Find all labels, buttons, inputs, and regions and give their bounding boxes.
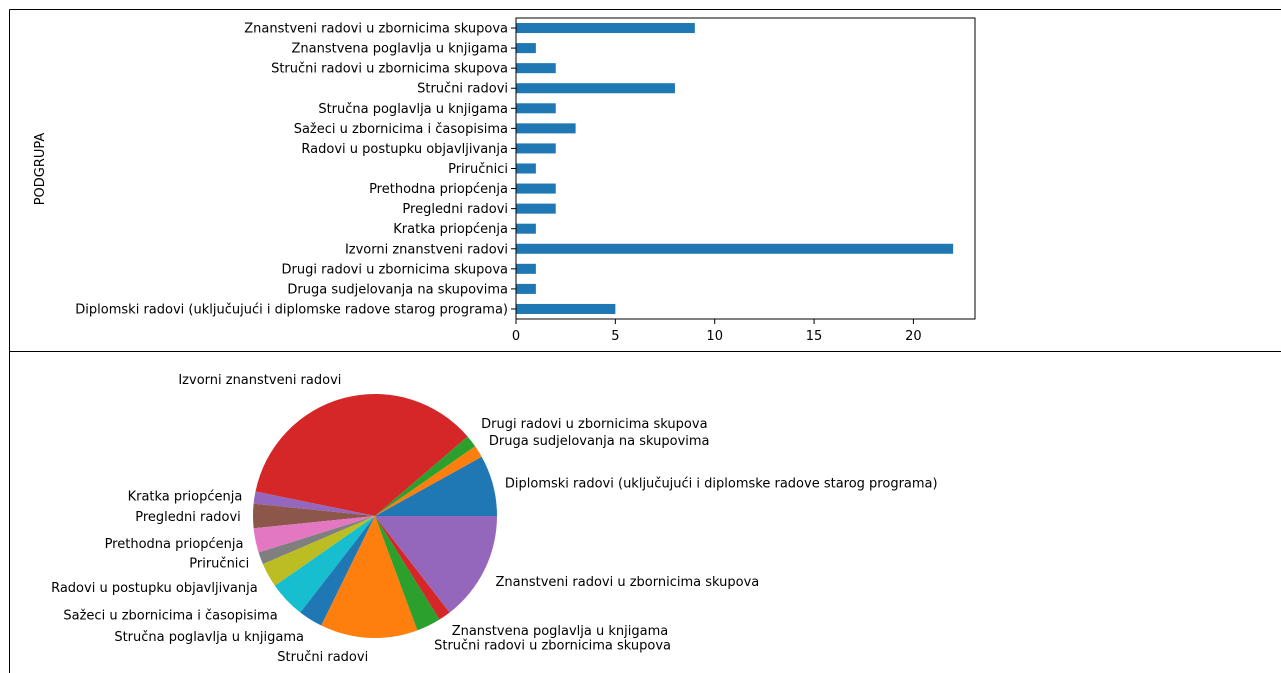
pie-slice-7: [258, 516, 375, 565]
bar-7: [516, 163, 536, 174]
pie-slice-14: [375, 516, 497, 613]
bar-chart-ylabel: PODGRUPA: [33, 133, 48, 206]
pie-label: Drugi radovi u zbornicima skupova: [481, 417, 707, 432]
bar-9: [516, 203, 556, 214]
pie-label: Radovi u postupku objavljivanja: [51, 581, 258, 596]
bar-4: [516, 103, 556, 114]
pie-label: Sažeci u zbornicima i časopisima: [63, 609, 277, 624]
y-tick-label: Stručni radovi: [417, 82, 508, 97]
bar-11: [516, 243, 954, 254]
y-tick-label: Diplomski radovi (uključujući i diplomsk…: [75, 302, 508, 317]
pie-slice-3: [255, 393, 468, 516]
pie-slice-9: [274, 516, 375, 613]
y-tick-label: Druga sudjelovanja na skupovima: [287, 282, 508, 297]
pie-label: Znanstvena poglavlja u knjigama: [452, 624, 669, 639]
bar-chart-plot-area: Znanstveni radovi u zbornicima skupova Zn…: [75, 17, 976, 344]
y-tick-label: Radovi u postupku objavljivanja: [301, 142, 508, 157]
pie-slice-12: [375, 516, 440, 631]
pie-label: Stručna poglavlja u knjigama: [114, 630, 304, 645]
pie-label: Priručnici: [189, 557, 249, 572]
bar-chart: Znanstveni radovi u zbornicima skupova Zn…: [33, 17, 976, 344]
bar-1: [516, 43, 536, 54]
y-tick-label: Sažeci u zbornicima i časopisima: [294, 122, 508, 137]
y-tick-label: Priručnici: [448, 162, 508, 177]
bar-chart-frame: [515, 17, 976, 320]
pie-slice-11: [321, 516, 418, 639]
x-tick-label: 5: [611, 329, 619, 344]
pie-label: Druga sudjelovanja na skupovima: [489, 434, 710, 449]
x-tick-label: 15: [806, 329, 823, 344]
bar-8: [516, 183, 556, 194]
y-tick-label: Drugi radovi u zbornicima skupova: [282, 262, 508, 277]
pie-slice-0: [375, 456, 497, 516]
bar-10: [516, 223, 536, 234]
pie-label: Prethodna priopćenja: [105, 537, 244, 552]
y-tick-label: Znanstvena poglavlja u knjigama: [291, 42, 508, 57]
pie-label: Pregledni radovi: [135, 510, 241, 525]
y-tick-label: Stručna poglavlja u knjigama: [318, 102, 508, 117]
y-tick-label: Izvorni znanstveni radovi: [345, 242, 508, 257]
bar-3: [516, 83, 675, 94]
y-tick-label: Pregledni radovi: [402, 202, 508, 217]
pie-slice-4: [253, 491, 375, 516]
bar-6: [516, 143, 556, 154]
pie-label: Stručni radovi u zbornicima skupova: [434, 639, 671, 654]
bar-5: [516, 123, 576, 134]
pie-label: Diplomski radovi (uključujući i diplomsk…: [505, 476, 938, 491]
pie-label: Znanstveni radovi u zbornicima skupova: [496, 575, 760, 590]
pie-chart: Diplomski radovi (uključujući i diplomsk…: [51, 373, 937, 665]
pie-slice-2: [375, 436, 476, 516]
bar-0: [516, 23, 695, 34]
x-tick-label: 20: [905, 329, 922, 344]
pie-label: Kratka priopćenja: [128, 490, 243, 505]
pie-slice-8: [262, 516, 375, 586]
bar-13: [516, 283, 536, 294]
pie-slice-5: [253, 503, 375, 529]
pie-slice-13: [375, 516, 450, 620]
pie-slice-10: [300, 516, 375, 626]
pie-label: Izvorni znanstveni radovi: [178, 373, 341, 388]
pie-slice-6: [253, 516, 375, 553]
pie-label: Stručni radovi: [277, 650, 368, 665]
bar-12: [516, 263, 536, 274]
y-tick-label: Prethodna priopćenja: [369, 182, 508, 197]
bar-2: [516, 63, 556, 74]
y-tick-label: Kratka priopćenja: [393, 222, 508, 237]
y-tick-label: Stručni radovi u zbornicima skupova: [271, 62, 508, 77]
x-tick-label: 0: [512, 329, 520, 344]
bar-14: [516, 303, 616, 314]
x-tick-label: 10: [706, 329, 723, 344]
pie-slice-1: [375, 446, 482, 516]
pie-chart-plot-area: Diplomski radovi (uključujući i diplomsk…: [51, 373, 937, 665]
y-tick-label: Znanstveni radovi u zbornicima skupova: [244, 22, 508, 37]
